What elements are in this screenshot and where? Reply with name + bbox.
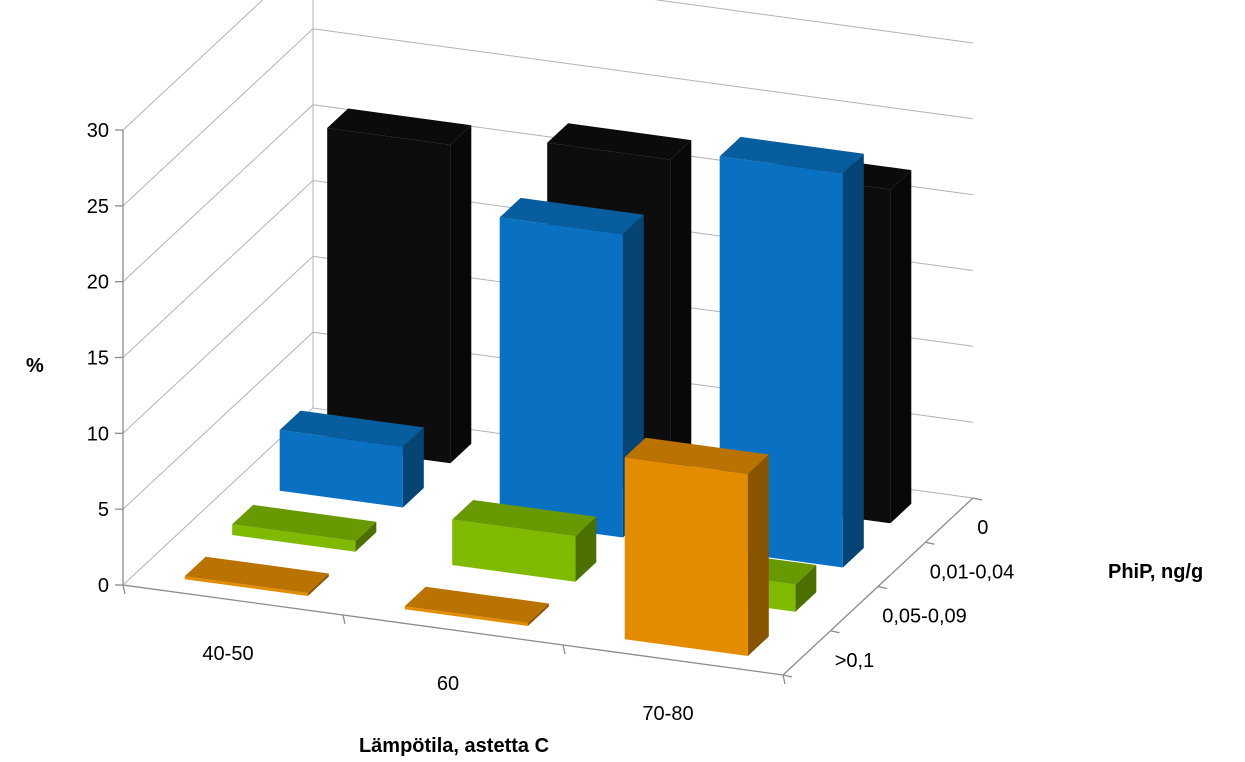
x-tick-labels: 40-50 60 70-80 — [202, 643, 693, 725]
bar-front-face — [327, 128, 451, 464]
depth-axis-title: PhiP, ng/g — [1108, 561, 1203, 583]
y-tick-label: 25 — [87, 196, 109, 218]
x-tick-label: 70-80 — [642, 703, 693, 725]
bar-front-face — [404, 606, 528, 626]
bar-side-face — [307, 573, 329, 596]
series-depth-label: 0,05-0,09 — [882, 606, 967, 628]
y-tick-label: 5 — [98, 499, 109, 521]
x-tick-label: 40-50 — [202, 643, 253, 665]
bar-side-face — [795, 565, 817, 612]
y-tick-labels: 0 5 10 15 20 25 30 — [87, 120, 109, 597]
y-tick-label: 20 — [87, 272, 109, 294]
x-tick — [562, 644, 566, 655]
bar-top-face — [547, 123, 692, 160]
y-tick-label: 30 — [87, 120, 109, 142]
bar-front-face — [452, 519, 576, 582]
x-tick-label: 60 — [437, 673, 459, 695]
bar-side-face — [575, 516, 597, 582]
bar-top-face — [327, 108, 472, 145]
x-tick — [122, 584, 126, 595]
bar-side-face — [402, 427, 424, 508]
series-depth-labels: 0 0,01-0,04 0,05-0,09 >0,1 — [835, 517, 1015, 672]
bar-front-face — [624, 457, 748, 656]
bar-top-face — [404, 586, 549, 623]
bar-side-face — [890, 170, 912, 524]
x-axis-line — [122, 584, 784, 676]
depth-tick — [782, 674, 793, 678]
bar-side-face — [747, 454, 769, 656]
bar-side-face — [670, 140, 692, 494]
bar-front-face — [499, 217, 623, 538]
bar-side-face — [842, 153, 864, 568]
depth-tick — [830, 630, 840, 634]
bar-top-face — [452, 500, 597, 537]
bar — [184, 556, 329, 596]
bar-top-face — [184, 556, 329, 593]
bar-top-face — [624, 437, 769, 474]
bar-front-face — [232, 524, 356, 552]
y-tick-label: 0 — [98, 575, 109, 597]
bar — [404, 586, 549, 626]
axes — [115, 129, 983, 685]
bar — [499, 197, 644, 538]
bar — [232, 504, 377, 552]
bar — [327, 108, 472, 464]
bar-front-face — [279, 430, 403, 508]
x-axis-title: Lämpötila, astetta C — [359, 735, 549, 757]
bar-side-face — [527, 603, 549, 626]
y-tick-label: 15 — [87, 348, 109, 370]
bar-top-face — [279, 410, 424, 447]
bar-front-face — [184, 576, 308, 596]
series-depth-label: >0,1 — [835, 650, 874, 672]
y-axis-title: % — [26, 355, 44, 377]
bar-top-face — [499, 197, 644, 235]
gridline — [122, 0, 974, 131]
y-tick-label: 10 — [87, 423, 109, 445]
depth-tick — [877, 585, 888, 590]
bar — [279, 410, 424, 508]
bar-top-face — [232, 504, 377, 542]
depth-tick — [972, 497, 983, 501]
depth-tick — [925, 541, 935, 545]
bar-side-face — [450, 125, 472, 464]
x-tick — [342, 614, 346, 625]
bar — [624, 437, 769, 656]
bar — [452, 500, 597, 582]
series-depth-label: 0,01-0,04 — [930, 561, 1015, 583]
bar-top-face — [719, 136, 864, 174]
x-tick — [782, 674, 786, 685]
series-depth-label: 0 — [977, 517, 988, 539]
bars — [184, 108, 912, 656]
bar-side-face — [355, 521, 377, 552]
side-wall — [123, 0, 313, 585]
